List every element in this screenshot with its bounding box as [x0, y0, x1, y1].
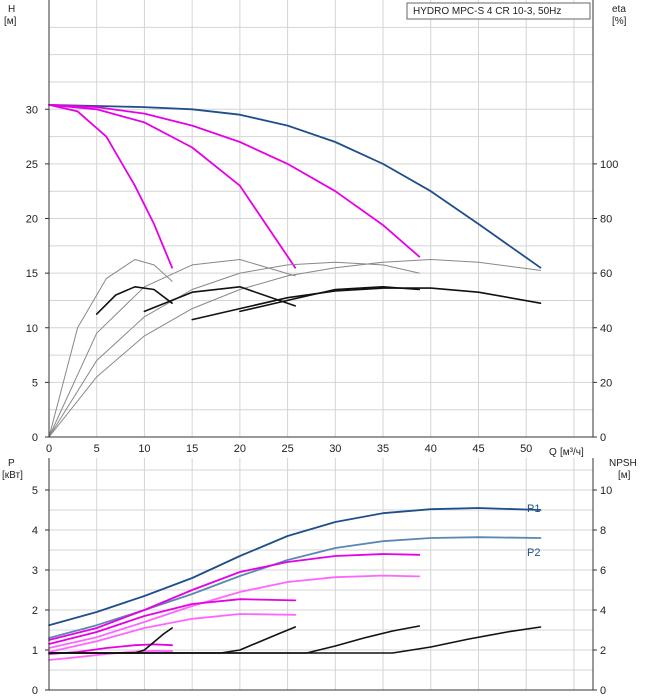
bottom-y2-tick-label: 0	[600, 685, 606, 697]
top-x-tick-label: 25	[281, 443, 293, 455]
top-series-line-9	[191, 287, 542, 321]
chart-title: HYDRO MPC-S 4 CR 10-3, 50Hz	[413, 6, 561, 17]
top-y2-tick-label: 40	[600, 323, 612, 335]
p1-series-label: P1	[527, 503, 540, 515]
top-x-unit: [м³/ч]	[560, 447, 584, 458]
bottom-y2-tick-label: 2	[600, 645, 606, 657]
bottom-series-line-11	[48, 626, 542, 654]
top-y2-tick-label: 20	[600, 377, 612, 389]
top-x-tick-label: 5	[94, 443, 100, 455]
bottom-series-line-2	[48, 553, 421, 641]
bottom-y2-tick-label: 6	[600, 565, 606, 577]
bottom-axes	[48, 458, 594, 691]
top-series-line-3	[48, 104, 173, 269]
top-y2-tick-label: 0	[600, 432, 606, 444]
top-x-tick-label: 45	[472, 443, 484, 455]
top-series-line-10	[143, 286, 296, 313]
bottom-y2-tick-label: 10	[600, 485, 612, 497]
top-series-line-8	[239, 286, 421, 313]
bottom-y-label: P	[8, 458, 15, 469]
bottom-y-tick-label: 1	[32, 645, 38, 657]
top-y2-label: eta	[612, 4, 626, 15]
top-x-tick-label: 40	[425, 443, 437, 455]
top-x-tick-label: 50	[520, 443, 532, 455]
bottom-y-tick-label: 4	[32, 525, 38, 537]
top-x-tick-label: 35	[377, 443, 389, 455]
top-series-line-2	[48, 104, 297, 269]
top-y2-tick-label: 60	[600, 268, 612, 280]
bottom-tick-labels: 0 1 2 3 4 5 0 2 4 6 8 10	[32, 485, 612, 697]
bottom-series-line-3	[48, 574, 421, 649]
bottom-series-line-4	[48, 598, 297, 645]
head-efficiency-chart: 0 5 10 15 20 25 30 0 20 40 60 80 100 0 5 10 15 20 25 30 35 40…	[4, 0, 627, 458]
bottom-y2-tick-label: 4	[600, 605, 606, 617]
top-y-tick-label: 25	[26, 159, 38, 171]
top-y-unit: [м]	[4, 16, 17, 27]
top-x-tick-label: 0	[46, 443, 52, 455]
top-x-tick-label: 10	[138, 443, 150, 455]
bottom-y-tick-label: 2	[32, 605, 38, 617]
top-series-line-5	[48, 261, 420, 438]
top-series-line-6	[48, 259, 296, 438]
title-box	[406, 2, 591, 20]
top-grid	[49, 0, 593, 437]
top-y-tick-label: 10	[26, 323, 38, 335]
bottom-series-line-0	[48, 507, 542, 627]
top-y-tick-label: 0	[32, 432, 38, 444]
bottom-series-line-5	[48, 613, 297, 653]
top-x-tick-label: 20	[234, 443, 246, 455]
bottom-y2-label: NPSH	[609, 458, 637, 469]
top-x-label: Q	[549, 447, 557, 458]
top-x-tick-label: 30	[329, 443, 341, 455]
top-series	[48, 104, 542, 438]
top-series-line-4	[48, 259, 541, 438]
top-series-line-1	[48, 104, 421, 258]
top-y-tick-label: 15	[26, 268, 38, 280]
bottom-grid	[49, 458, 593, 690]
top-tick-labels: 0 5 10 15 20 25 30 0 20 40 60 80 100 0 5 10 15 20 25 30 35 40…	[26, 104, 619, 455]
bottom-y-tick-label: 3	[32, 565, 38, 577]
top-x-tick-label: 15	[186, 443, 198, 455]
top-series-line-11	[95, 286, 173, 315]
bottom-series-line-8	[48, 627, 173, 654]
bottom-y2-unit: [м]	[618, 470, 631, 481]
bottom-y2-tick-label: 8	[600, 525, 606, 537]
top-y2-unit: [%]	[612, 16, 627, 27]
top-y2-tick-label: 100	[600, 159, 618, 171]
top-y-tick-label: 30	[26, 104, 38, 116]
bottom-y-tick-label: 5	[32, 485, 38, 497]
top-y-tick-label: 5	[32, 377, 38, 389]
top-y-label: H	[8, 4, 15, 15]
p2-series-label: P2	[527, 547, 540, 559]
bottom-y-tick-label: 0	[32, 685, 38, 697]
top-y2-tick-label: 80	[600, 214, 612, 226]
bottom-y-unit: [кВт]	[2, 470, 23, 481]
power-npsh-chart: 0 1 2 3 4 5 0 2 4 6 8 10 P [кВт] NPSH [м] P1 P2	[2, 458, 637, 697]
top-y-tick-label: 20	[26, 214, 38, 226]
top-series-line-0	[48, 104, 542, 269]
bottom-series	[48, 507, 542, 661]
top-series-line-7	[48, 259, 173, 438]
